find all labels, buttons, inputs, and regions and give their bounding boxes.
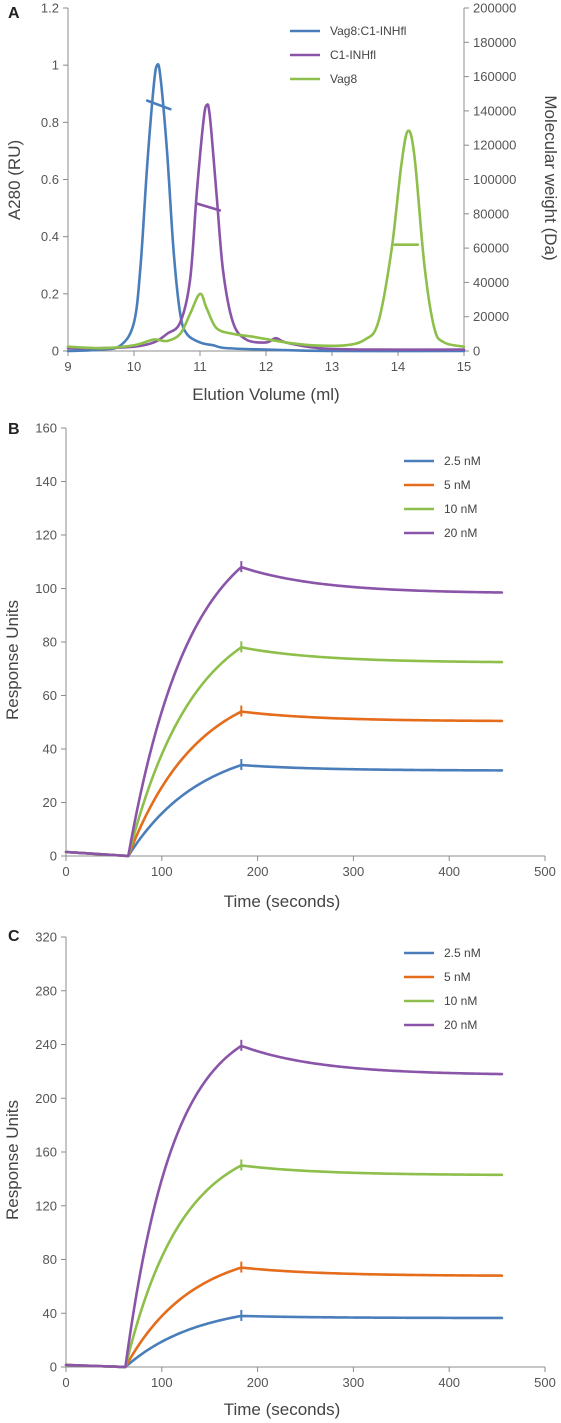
y-tick-label: 120 [35, 528, 57, 543]
legend-label-2-5-nm: 2.5 nM [444, 946, 481, 960]
y-tick-label: 1.2 [41, 1, 59, 16]
legend-label-vag8: Vag8 [330, 72, 357, 86]
y-tick-label: 120 [35, 1198, 57, 1213]
x-tick-label: 300 [343, 864, 365, 879]
x-tick-label: 400 [438, 864, 460, 879]
x-tick-label: 100 [151, 864, 173, 879]
legend-label-5-nm: 5 nM [444, 478, 471, 492]
panel-b: B 0 100 200 300 400 500 0 20 40 60 80 100 120 140 160 … [0, 410, 561, 915]
y-tick-label: 40 [43, 742, 57, 757]
x-tick-label: 200 [247, 1375, 269, 1390]
x-tick-label: 11 [193, 359, 207, 374]
y2-tick-label: 120000 [473, 138, 516, 153]
legend-label-10-nm: 10 nM [444, 502, 477, 516]
y-tick-label: 240 [35, 1037, 57, 1052]
y2-axis-title: Molecular weight (Da) [541, 95, 560, 260]
legend-label-c1-inhfl: C1-INHfl [330, 48, 376, 62]
legend-label-2-5-nm: 2.5 nM [444, 454, 481, 468]
mw-segment-vag8-c1-inhfl [145, 99, 172, 111]
x-tick-label: 14 [391, 359, 405, 374]
y-tick-label: 40 [43, 1306, 57, 1321]
legend-label-5-nm: 5 nM [444, 970, 471, 984]
y-tick-label: 20 [43, 795, 57, 810]
chart-c: C 0 100 200 300 400 500 0 40 80 120 160 200 240 280 32… [3, 928, 556, 1419]
panel-letter-b: B [8, 421, 20, 438]
series-line-2-5-nm [64, 1314, 504, 1369]
chart-a: A 9 10 11 12 13 14 1500.20.40.60.811.202000040… [5, 1, 560, 405]
y2-tick-label: 140000 [473, 103, 516, 118]
series-line-5-nm [64, 1266, 504, 1369]
panel-letter-a: A [8, 5, 20, 22]
x-tick-label: 0 [62, 1375, 69, 1390]
x-tick-label: 500 [534, 1375, 556, 1390]
x-tick-label: 10 [127, 359, 141, 374]
x-axis-title: Time (seconds) [224, 892, 341, 911]
y-tick-label: 100 [35, 581, 57, 596]
y-tick-label: 0 [50, 1360, 57, 1375]
y-tick-label: 0.6 [41, 172, 59, 187]
x-tick-label: 12 [259, 359, 273, 374]
legend-label-vag8-c1-inhfl: Vag8:C1-INHfl [330, 24, 406, 38]
panel-c: C 0 100 200 300 400 500 0 40 80 120 160 200 240 280 32… [0, 915, 561, 1423]
series-line-20-nm [64, 1045, 504, 1369]
y-tick-label: 0 [50, 849, 57, 864]
y2-tick-label: 40000 [473, 275, 509, 290]
y-tick-label: 0.2 [41, 286, 59, 301]
x-tick-label: 300 [343, 1375, 365, 1390]
x-tick-label: 9 [64, 359, 71, 374]
y2-tick-label: 20000 [473, 309, 509, 324]
x-tick-label: 400 [438, 1375, 460, 1390]
panel-a: A 9 10 11 12 13 14 15 0 0.2 0.4 0.6 0.8 1 1.2 0 20000 40… [0, 0, 561, 410]
x-tick-label: 13 [325, 359, 339, 374]
series-line-vag8 [66, 129, 466, 350]
y-tick-label: 0.4 [41, 229, 59, 244]
x-tick-label: 200 [247, 864, 269, 879]
y2-tick-label: 60000 [473, 241, 509, 256]
y-tick-label: 80 [43, 1252, 57, 1267]
series-line-10-nm [64, 1164, 504, 1369]
y2-tick-label: 180000 [473, 35, 516, 50]
y-tick-label: 140 [35, 474, 57, 489]
x-tick-label: 500 [534, 864, 556, 879]
series-line-2-5-nm [64, 763, 504, 858]
y-tick-label: 160 [35, 421, 57, 436]
series-line-20-nm [64, 565, 504, 858]
y2-tick-label: 160000 [473, 69, 516, 84]
y-tick-label: 280 [35, 983, 57, 998]
y-tick-label: 200 [35, 1091, 57, 1106]
legend-label-20-nm: 20 nM [444, 526, 477, 540]
x-tick-label: 15 [457, 359, 471, 374]
series-line-10-nm [64, 646, 504, 858]
y-axis-title: Response Units [3, 600, 22, 720]
y-tick-label: 0 [52, 344, 59, 359]
legend-label-20-nm: 20 nM [444, 1018, 477, 1032]
y-tick-label: 0.8 [41, 115, 59, 130]
y-tick-label: 320 [35, 930, 57, 945]
x-tick-label: 100 [151, 1375, 173, 1390]
series-line-vag8-c1-inhfl [66, 63, 466, 353]
x-axis-title: Elution Volume (ml) [192, 385, 339, 404]
y-axis-title: A280 (RU) [5, 140, 24, 220]
y-tick-label: 60 [43, 688, 57, 703]
legend-label-10-nm: 10 nM [444, 994, 477, 1008]
panel-letter-c: C [8, 928, 20, 945]
y2-tick-label: 80000 [473, 206, 509, 221]
y-axis-title: Response Units [3, 1100, 22, 1220]
x-tick-label: 0 [62, 864, 69, 879]
series-line-5-nm [64, 710, 504, 858]
chart-b: B 0 100 200 300 400 500020406080100120140160 … [3, 421, 556, 912]
mw-segment-c1-inhfl [195, 202, 222, 212]
y2-tick-label: 200000 [473, 1, 516, 16]
x-axis-title: Time (seconds) [224, 1400, 341, 1419]
y-tick-label: 160 [35, 1145, 57, 1160]
y-tick-label: 80 [43, 635, 57, 650]
y2-tick-label: 0 [473, 344, 480, 359]
y-tick-label: 1 [52, 58, 59, 73]
y2-tick-label: 100000 [473, 172, 516, 187]
